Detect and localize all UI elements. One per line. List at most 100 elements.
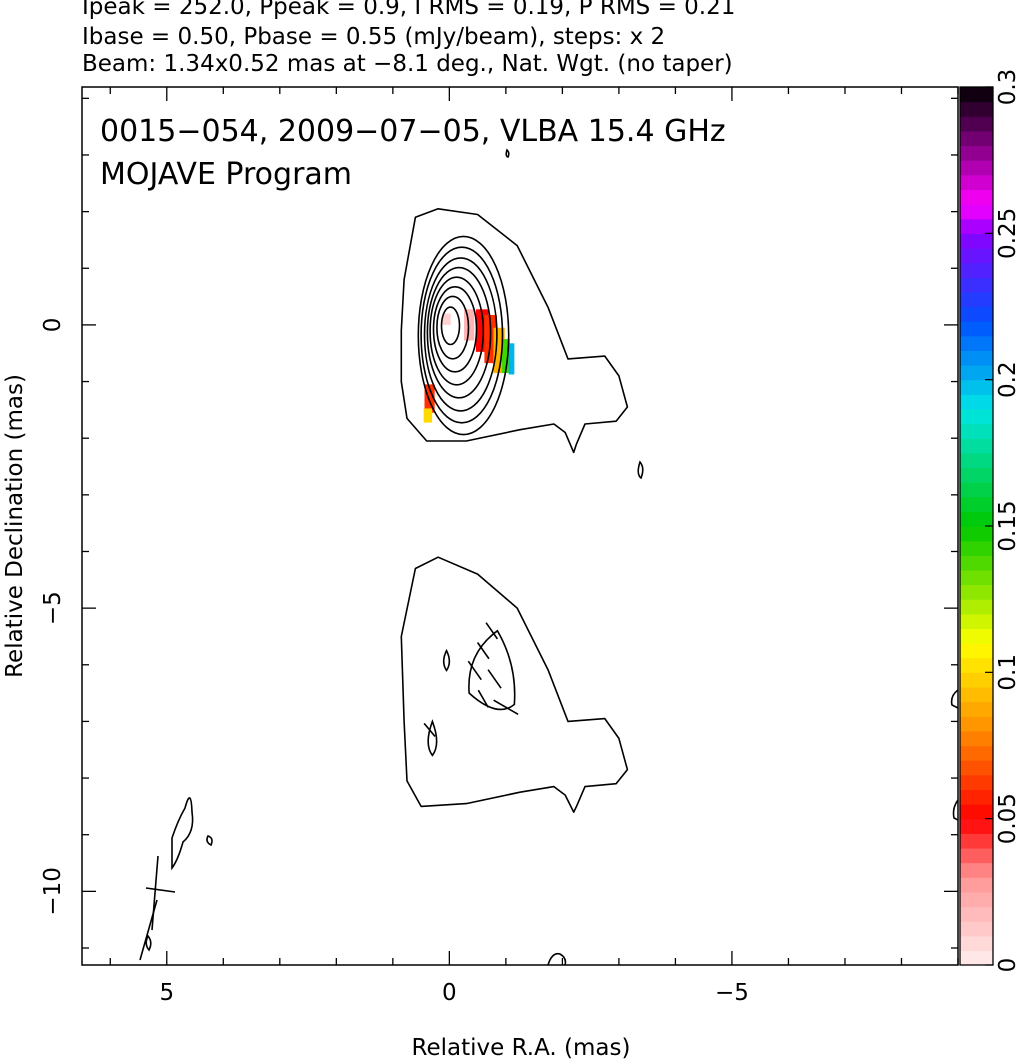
colorbar-segment	[960, 438, 993, 454]
chart-subtitle: MOJAVE Program	[100, 157, 352, 192]
evpa-vector	[485, 622, 499, 640]
contour-lower-inner-2	[442, 648, 451, 672]
header-stats-line-2: Ibase = 0.50, Pbase = 0.55 (mJy/beam), s…	[82, 24, 666, 50]
colorbar-segment	[960, 394, 993, 410]
contour-main-level-2	[417, 235, 510, 436]
evpa-vector	[467, 660, 482, 681]
evpa-vector	[493, 699, 519, 716]
colorbar-segment	[960, 847, 993, 864]
contour-main-level-3	[420, 246, 504, 424]
colorbar-segment	[960, 672, 993, 688]
contour-main-level-4	[423, 257, 498, 412]
colorbar-segment	[960, 218, 993, 234]
colorbar-segment	[960, 335, 993, 351]
colorbar-segment	[960, 189, 993, 205]
colorbar-frame	[959, 86, 994, 966]
colorbar-segment	[960, 569, 993, 586]
contour-main-level-8	[436, 295, 470, 360]
contour-main-level-7	[432, 285, 478, 373]
colorbar-segment	[960, 350, 993, 366]
contour-main-lowest	[400, 208, 629, 454]
colorbar-segment	[960, 204, 993, 220]
y-axis-label: Relative Declination (mas)	[2, 374, 28, 678]
colorbar-segment	[960, 379, 993, 395]
noise-contours	[139, 148, 958, 965]
colorbar-segment	[960, 247, 993, 264]
colorbar-segment	[960, 877, 993, 893]
colorbar-segment	[960, 730, 993, 747]
stokes-i-contours	[400, 208, 629, 813]
colorbar-segment	[960, 628, 993, 644]
colorbar-segment	[960, 482, 993, 498]
chart-title: 0015−054, 2009−07−05, VLBA 15.4 GHz	[100, 114, 726, 149]
y-tick-label: −10	[40, 867, 66, 916]
colorbar-segment	[960, 950, 993, 966]
colorbar-segment	[960, 467, 993, 483]
polarization-pixel	[493, 327, 505, 374]
colorbar-segment	[960, 906, 993, 922]
colorbar-segment	[960, 306, 993, 322]
colorbar-segment	[960, 701, 993, 717]
y-tick-label: −5	[40, 591, 66, 625]
polarization-pixel	[508, 343, 515, 375]
colorbar-segment	[960, 774, 993, 790]
colorbar-segment	[960, 262, 993, 278]
colorbar-segment	[960, 511, 993, 527]
evpa-vector	[487, 669, 502, 689]
colorbar-segment	[960, 174, 993, 191]
colorbar-segment	[960, 833, 993, 849]
plot-frame	[81, 86, 959, 966]
colorbar-segment	[960, 935, 993, 951]
x-tick-label: −5	[715, 980, 749, 1006]
colorbar-segment	[960, 686, 993, 703]
x-axis-label: Relative R.A. (mas)	[412, 1035, 631, 1060]
colorbar-segment	[960, 745, 993, 761]
colorbar-segment	[960, 452, 993, 469]
colorbar-segment	[960, 160, 993, 176]
colorbar-segment	[960, 116, 993, 132]
contour-lower-component	[400, 556, 629, 813]
colorbar-segment	[960, 921, 993, 937]
header-stats-line-1: Ipeak = 252.0, Ppeak = 0.9, I RMS = 0.19…	[82, 0, 736, 20]
contour-main-level-9	[440, 306, 461, 346]
colorbar-segment	[960, 716, 993, 732]
colorbar-segment	[960, 818, 993, 834]
colorbar-segment	[960, 862, 993, 878]
axis-ticks	[82, 87, 959, 965]
colorbar-segment	[960, 584, 993, 600]
x-tick-label: 5	[159, 980, 174, 1006]
colorbar-segment	[960, 321, 993, 337]
y-tick-label: 0	[40, 318, 66, 333]
axis-tick-labels: 5 0 −5 0 −5 −10	[40, 318, 749, 1006]
colorbar-tick-label: 0.05	[995, 793, 1021, 844]
colorbar-segment	[960, 540, 993, 556]
contour-main-level-6	[429, 276, 485, 386]
colorbar-segment	[960, 145, 993, 161]
colorbar-segment	[960, 87, 993, 103]
polarization-pixel	[423, 408, 433, 423]
colorbar-segment	[960, 365, 993, 381]
colorbar-tick-label: 0.15	[995, 500, 1021, 551]
colorbar-segment	[960, 613, 993, 630]
colorbar-segment	[960, 496, 993, 512]
colorbar-tick-label: 0.1	[995, 654, 1021, 691]
colorbar-segment	[960, 130, 993, 147]
colorbar-segment	[960, 526, 993, 542]
colorbar-tick-label: 0.25	[995, 208, 1021, 259]
colorbar-segment	[960, 804, 993, 820]
contour-lower-inner-1	[427, 719, 438, 757]
colorbar-segment	[960, 760, 993, 776]
colorbar-segment	[960, 423, 993, 439]
colorbar-segment	[960, 233, 993, 249]
colorbar-tick-label: 0.3	[995, 69, 1021, 106]
colorbar-segment	[960, 657, 993, 673]
colorbar-tick-label: 0.2	[995, 361, 1021, 398]
colorbar-segment	[960, 291, 993, 308]
colorbar-segment	[960, 789, 993, 805]
polarization-pixel	[501, 339, 510, 374]
polarization-pixel	[424, 384, 435, 413]
x-tick-label: 0	[442, 980, 457, 1006]
colorbar-segment	[960, 891, 993, 908]
evpa-vector	[477, 689, 489, 708]
